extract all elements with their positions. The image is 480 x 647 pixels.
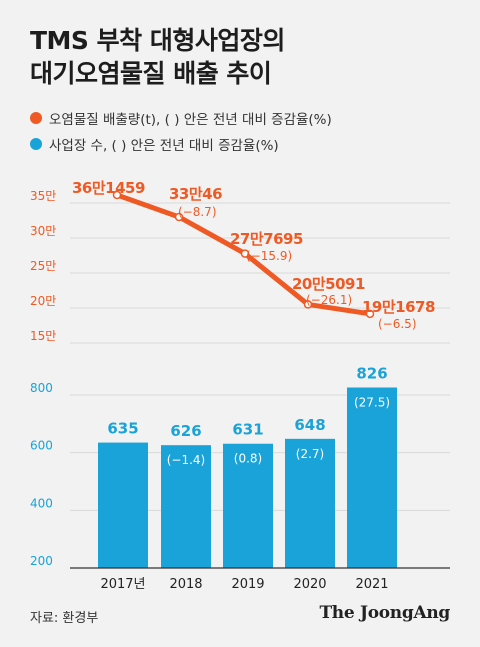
- bar-ytick-label: 600: [30, 439, 53, 453]
- emissions-point: [303, 300, 313, 309]
- line-ytick-label: 35만: [30, 189, 56, 203]
- line-ytick-label: 20만: [30, 294, 56, 308]
- legend-sites-marker: [30, 138, 42, 150]
- bar-ytick-label: 200: [30, 554, 53, 568]
- x-tick-label: 2021: [355, 577, 388, 592]
- site-change-label: (0.8): [234, 452, 262, 466]
- emissions-change-label: (−8.7): [178, 205, 217, 219]
- line-ytick-label: 15만: [30, 329, 56, 343]
- x-tick-label: 2018: [169, 577, 202, 592]
- emissions-point: [365, 309, 375, 319]
- emissions-change-label: (−26.1): [306, 293, 352, 307]
- site-bar: [161, 445, 211, 568]
- chart-title: TMS 부착 대형사업장의 대기오염물질 배출 추이: [30, 24, 285, 90]
- emissions-value-label: 19만1678: [362, 298, 435, 316]
- line-ytick-label: 25만: [30, 259, 56, 273]
- legend-emissions: 오염물질 배출량(t), ( ) 안은 전년 대비 증감율(%): [30, 108, 332, 128]
- brand-logo: The JoongAng: [319, 603, 450, 623]
- legend-emissions-marker: [30, 112, 42, 124]
- x-tick-label: 2020: [293, 577, 326, 592]
- site-change-label: (27.5): [354, 396, 390, 410]
- title-line-2: 대기오염물질 배출 추이: [30, 59, 272, 88]
- x-tick-label: 2017년: [100, 577, 145, 592]
- site-value-label: 635: [107, 420, 138, 438]
- site-change-label: (−1.4): [167, 453, 206, 467]
- emissions-value-label: 27만7695: [230, 230, 303, 248]
- emissions-value-label: 20만5091: [292, 275, 365, 293]
- site-change-label: (2.7): [296, 447, 324, 461]
- emissions-change-label: (−6.5): [378, 317, 417, 331]
- emissions-point: [174, 212, 184, 222]
- emissions-point: [112, 190, 122, 200]
- site-bar: [347, 387, 397, 568]
- source-note: 자료: 환경부: [30, 611, 99, 626]
- emissions-change-label: (−15.9): [246, 249, 292, 263]
- bar-ytick-label: 400: [30, 496, 53, 510]
- bar-ytick-label: 800: [30, 381, 53, 395]
- site-value-label: 648: [294, 416, 325, 434]
- site-bar: [98, 442, 148, 568]
- legend-sites-label: 사업장 수, ( ) 안은 전년 대비 증감율(%): [49, 138, 279, 154]
- legend-sites: 사업장 수, ( ) 안은 전년 대비 증감율(%): [30, 134, 279, 154]
- emissions-value-label: 36만1459: [72, 179, 145, 197]
- emissions-point: [240, 249, 250, 258]
- site-value-label: 626: [170, 422, 201, 440]
- title-line-1: TMS 부착 대형사업장의: [30, 26, 285, 55]
- line-ytick-label: 30만: [30, 224, 56, 238]
- legend-emissions-label: 오염물질 배출량(t), ( ) 안은 전년 대비 증감율(%): [49, 112, 332, 128]
- x-tick-label: 2019: [231, 577, 264, 592]
- site-value-label: 631: [232, 421, 263, 439]
- emissions-value-label: 33만46: [169, 185, 222, 203]
- site-bar: [223, 443, 273, 568]
- site-bar: [285, 438, 335, 568]
- site-value-label: 826: [356, 365, 387, 383]
